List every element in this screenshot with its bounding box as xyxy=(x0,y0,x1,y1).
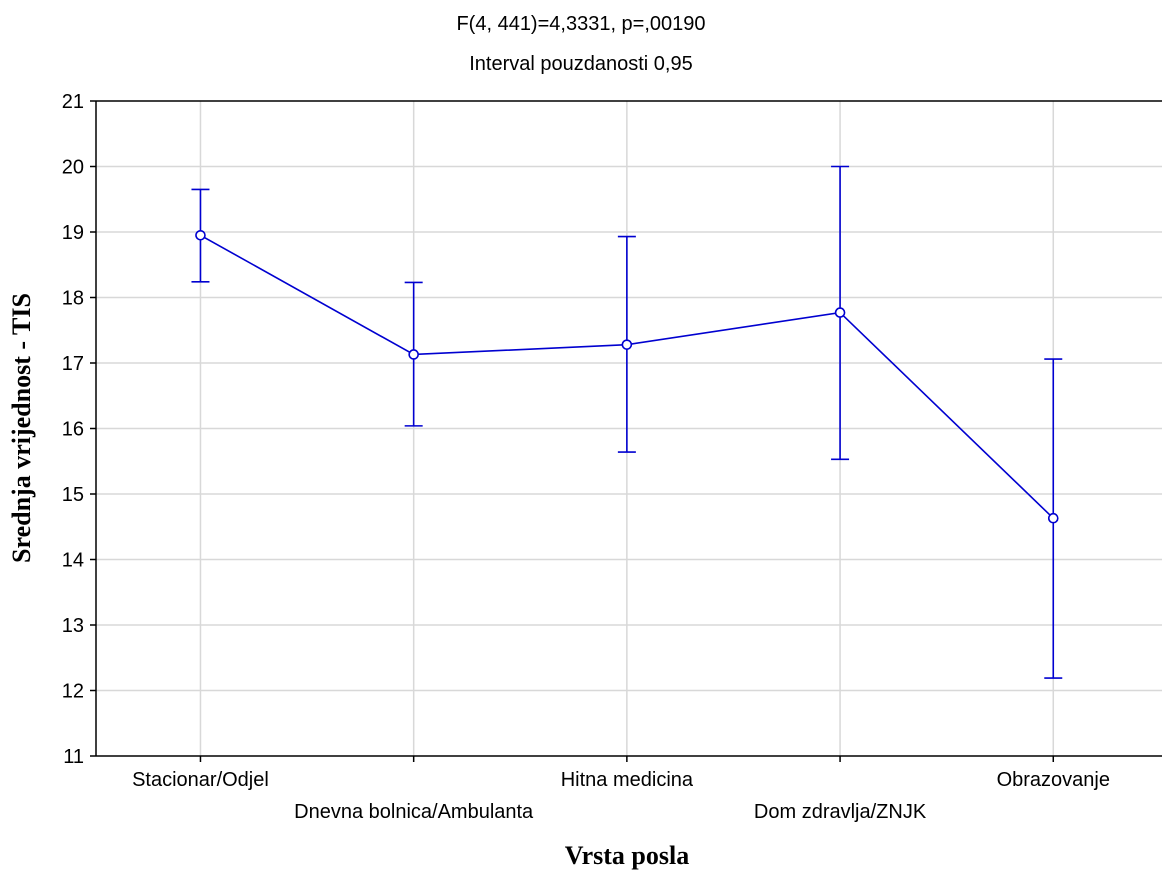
data-point xyxy=(195,229,206,241)
y-tick-label: 20 xyxy=(62,157,84,179)
x-tick-labels: Stacionar/Odjel Dnevna bolnica/Ambulanta H… xyxy=(132,769,1110,823)
gridlines xyxy=(96,101,1162,756)
x-tick-label: Stacionar/Odjel xyxy=(132,769,269,791)
y-tick-label: 16 xyxy=(62,419,84,441)
y-tick-labels: 11 12 13 14 15 16 17 18 19 20 21 xyxy=(62,91,84,768)
x-tick-label: Dnevna bolnica/Ambulanta xyxy=(294,801,534,823)
y-tick-label: 14 xyxy=(62,550,84,572)
y-tick-label: 12 xyxy=(62,681,84,703)
y-tick-label: 21 xyxy=(62,91,84,113)
data-point xyxy=(408,349,419,360)
x-tick-label: Dom zdravlja/ZNJK xyxy=(754,801,927,823)
data-point xyxy=(834,307,846,318)
series-group xyxy=(191,165,1063,679)
y-tick-label: 19 xyxy=(62,222,84,244)
y-tick-label: 11 xyxy=(63,746,84,768)
data-point xyxy=(621,339,633,350)
y-tick-label: 18 xyxy=(62,288,84,310)
x-tick-label: Obrazovanje xyxy=(997,769,1110,791)
chart-subtitle: Interval pouzdanosti 0,95 xyxy=(469,53,693,75)
chart-title: F(4, 441)=4,3331, p=,00190 xyxy=(456,13,705,35)
axes xyxy=(90,100,1162,762)
x-tick-label: Hitna medicina xyxy=(561,769,694,791)
y-tick-label: 13 xyxy=(62,615,84,637)
data-point xyxy=(1047,512,1059,524)
y-axis-label: Srednja vrijednost - TIS xyxy=(7,293,36,563)
y-tick-label: 17 xyxy=(62,353,84,375)
x-axis-label: Vrsta posla xyxy=(565,841,689,870)
y-tick-label: 15 xyxy=(62,484,84,506)
